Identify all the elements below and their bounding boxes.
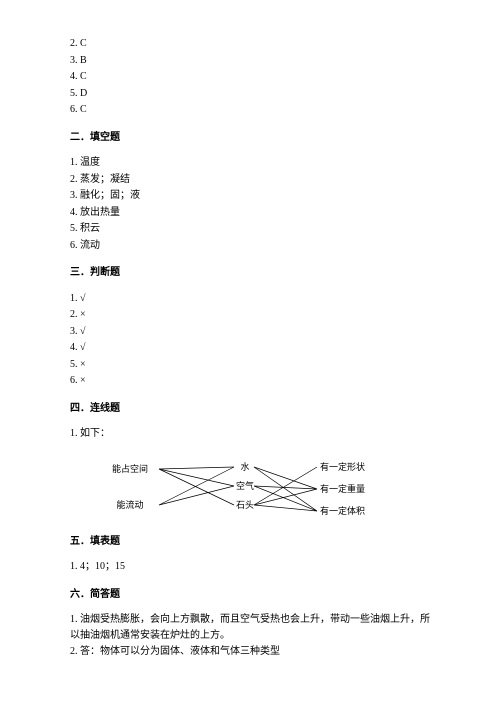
svg-text:有一定体积: 有一定体积 <box>320 505 365 516</box>
svg-text:能流动: 能流动 <box>116 499 143 510</box>
item: 1. √ <box>70 291 430 307</box>
section-title-match: 四．连线题 <box>70 401 430 417</box>
item: 1. 4；10；15 <box>70 559 430 575</box>
item: 5. × <box>70 357 430 373</box>
fill-answers: 1. 温度 2. 蒸发；凝结 3. 融化；固；液 4. 放出热量 5. 积云 6… <box>70 155 430 253</box>
section-title-short: 六．简答题 <box>70 587 430 603</box>
match-intro: 1. 如下： <box>70 426 430 442</box>
item: 4. √ <box>70 340 430 356</box>
answer: 6. C <box>70 102 430 118</box>
item: 3. √ <box>70 324 430 340</box>
svg-text:水: 水 <box>240 461 249 472</box>
top-answers: 2. C 3. B 4. C 5. D 6. C <box>70 36 430 118</box>
svg-text:有一定形状: 有一定形状 <box>320 461 365 472</box>
section-title-judge: 三．判断题 <box>70 265 430 281</box>
answer: 2. C <box>70 36 430 52</box>
section-title-table: 五．填表题 <box>70 534 430 550</box>
item: 5. 积云 <box>70 221 430 237</box>
judge-answers: 1. √ 2. × 3. √ 4. √ 5. × 6. × <box>70 291 430 389</box>
svg-text:空气: 空气 <box>236 480 254 491</box>
svg-text:有一定重量: 有一定重量 <box>320 483 365 494</box>
item: 4. 放出热量 <box>70 205 430 221</box>
item: 1. 温度 <box>70 155 430 171</box>
item: 6. × <box>70 373 430 389</box>
item: 2. × <box>70 307 430 323</box>
answer: 5. D <box>70 86 430 102</box>
item: 6. 流动 <box>70 238 430 254</box>
item: 2. 蒸发；凝结 <box>70 172 430 188</box>
answer: 4. C <box>70 69 430 85</box>
short-answers: 1. 油烟受热膨胀，会向上方飘散，而且空气受热也会上升，带动一些油烟上升，所以抽… <box>70 612 430 660</box>
item: 3. 融化；固；液 <box>70 188 430 204</box>
table-answers: 1. 4；10；15 <box>70 559 430 575</box>
svg-text:能占空间: 能占空间 <box>112 463 148 474</box>
svg-text:石头: 石头 <box>236 500 254 510</box>
answer: 3. B <box>70 53 430 69</box>
section-title-fill: 二．填空题 <box>70 130 430 146</box>
item: 2. 答：物体可以分为固体、液体和气体三种类型 <box>70 644 430 660</box>
matching-diagram: 能占空间能流动 水空气石头 有一定形状有一定重量有一定体积 <box>95 458 430 520</box>
item: 1. 油烟受热膨胀，会向上方飘散，而且空气受热也会上升，带动一些油烟上升，所以抽… <box>70 612 430 643</box>
